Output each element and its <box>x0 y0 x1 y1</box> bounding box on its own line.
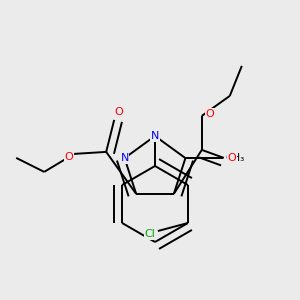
Text: Cl: Cl <box>145 229 155 239</box>
Text: O: O <box>206 109 214 119</box>
Text: O: O <box>65 152 74 162</box>
Text: N: N <box>151 131 159 141</box>
Text: O: O <box>115 107 124 117</box>
Text: O: O <box>227 153 236 163</box>
Text: N: N <box>120 153 129 163</box>
Text: CH₃: CH₃ <box>226 153 245 163</box>
